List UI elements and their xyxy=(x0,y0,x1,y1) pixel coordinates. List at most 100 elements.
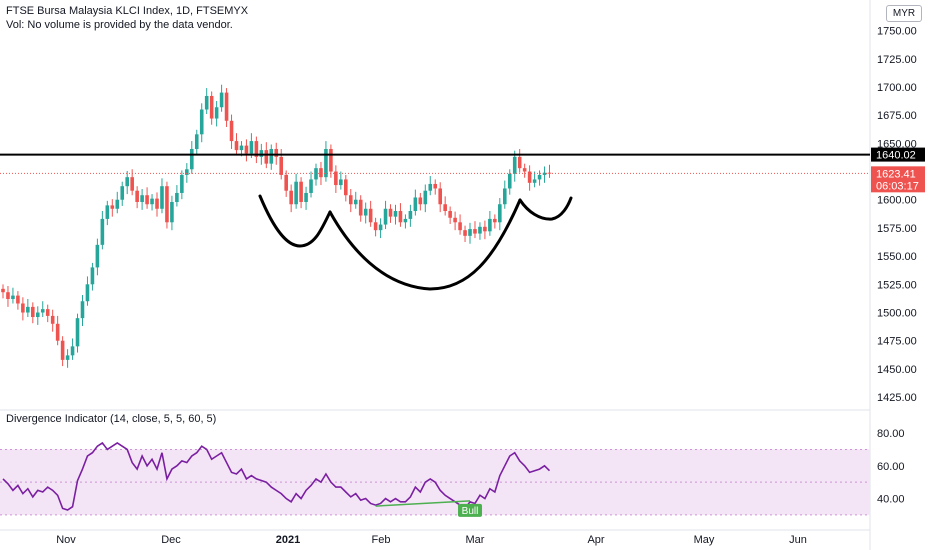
candle-body xyxy=(309,179,313,193)
candle xyxy=(105,200,110,226)
candle-body xyxy=(284,174,288,191)
y-tick-label: 1700.00 xyxy=(877,82,917,94)
candle-body xyxy=(478,226,482,234)
candle-body xyxy=(11,295,15,299)
candle xyxy=(453,211,457,231)
inverse-head-shoulders-drawing xyxy=(0,153,870,291)
candle-body xyxy=(65,355,70,360)
x-tick-label: Jun xyxy=(789,534,807,546)
candle-body xyxy=(75,318,80,347)
candle xyxy=(254,136,259,164)
candle xyxy=(95,238,100,276)
candle xyxy=(284,170,288,197)
y-tick-label: 1725.00 xyxy=(877,54,917,66)
candle-body xyxy=(299,181,303,202)
candle-body xyxy=(120,186,125,200)
x-tick-label: Mar xyxy=(466,534,485,546)
candle-body xyxy=(373,222,378,231)
last-tag-price: 1623.41 xyxy=(876,168,916,180)
candle-body xyxy=(224,92,229,121)
candle-body xyxy=(274,148,279,157)
candle xyxy=(75,313,80,353)
candle xyxy=(344,174,348,202)
candle-body xyxy=(344,179,348,196)
candle-body xyxy=(403,218,408,223)
candle xyxy=(498,198,502,231)
candle xyxy=(463,225,467,243)
candle-body xyxy=(95,244,100,268)
candle xyxy=(160,178,164,214)
candle-body xyxy=(170,201,174,223)
y-tick-label: 1675.00 xyxy=(877,110,917,122)
candle-body xyxy=(6,292,10,299)
candle xyxy=(418,192,423,211)
candle-body xyxy=(115,199,120,209)
candle-body xyxy=(542,172,547,175)
candle xyxy=(339,171,343,190)
candle xyxy=(155,192,159,217)
candle xyxy=(329,144,333,178)
candle xyxy=(358,195,363,222)
candle-body xyxy=(80,301,85,319)
candle-body xyxy=(194,134,199,149)
candle xyxy=(214,101,219,127)
candle-body xyxy=(527,171,532,183)
candle xyxy=(115,191,120,214)
candle-body xyxy=(483,226,487,232)
bull-label-bg xyxy=(458,503,483,517)
right-shoulder-curve xyxy=(518,196,573,221)
candle-body xyxy=(35,312,40,318)
candle xyxy=(6,286,10,307)
candle-body xyxy=(512,156,517,174)
candle-body xyxy=(433,183,438,189)
candle xyxy=(304,186,308,210)
candle xyxy=(1,284,5,299)
candle xyxy=(60,336,65,367)
candle xyxy=(403,214,408,229)
candle xyxy=(547,164,552,178)
candle-body xyxy=(100,218,105,245)
candle-body xyxy=(428,183,433,191)
candle xyxy=(11,287,15,304)
candle-body xyxy=(537,174,542,180)
candle-body xyxy=(448,211,452,218)
candle xyxy=(145,187,149,209)
candle-body xyxy=(334,171,338,186)
candle xyxy=(353,191,358,209)
candle xyxy=(448,206,452,224)
bull-divergence-line xyxy=(375,500,471,507)
candle-body xyxy=(110,205,115,209)
candle xyxy=(299,177,303,209)
candle xyxy=(50,309,55,332)
candle-body xyxy=(363,208,368,216)
candle-body xyxy=(70,346,75,356)
candle xyxy=(324,141,328,182)
candle-body xyxy=(398,211,403,223)
resistance-tag-bg xyxy=(871,147,925,162)
candle-body xyxy=(388,208,393,217)
candle xyxy=(458,214,462,235)
y-tick-label: 1575.00 xyxy=(877,223,917,235)
indicator-label: Divergence Indicator (14, close, 5, 5, 6… xyxy=(6,413,217,425)
candle-body xyxy=(130,177,134,191)
bull-label-text: Bull xyxy=(462,506,479,517)
candle-body xyxy=(16,295,20,304)
candle xyxy=(40,301,45,318)
candle-body xyxy=(204,95,209,110)
candle xyxy=(314,163,318,186)
candle-body xyxy=(234,141,239,151)
candle-body xyxy=(140,195,144,202)
candle-body xyxy=(507,173,512,189)
candle xyxy=(135,186,139,209)
currency-badge[interactable]: MYR xyxy=(886,5,922,22)
candle-body xyxy=(55,323,60,341)
candle-body xyxy=(408,211,413,219)
bull-label: Bull xyxy=(458,503,483,517)
candle-body xyxy=(368,208,373,223)
candle-body xyxy=(160,186,164,209)
candle xyxy=(368,200,373,227)
candle-body xyxy=(413,197,418,212)
candle xyxy=(478,222,482,240)
